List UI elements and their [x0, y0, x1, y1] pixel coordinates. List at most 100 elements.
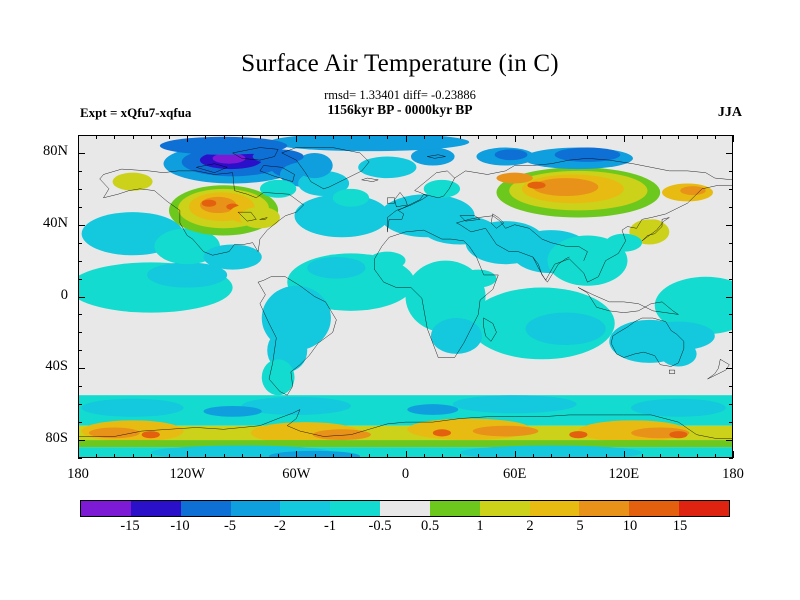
- colorbar-band[interactable]: [479, 501, 530, 516]
- y-tick-label: 40S: [45, 358, 68, 375]
- tick-mark: [78, 260, 82, 262]
- colorbar-band[interactable]: [130, 501, 181, 516]
- tick-mark: [223, 135, 225, 139]
- tick-mark: [78, 368, 85, 370]
- tick-mark: [259, 135, 261, 139]
- y-tick-label: 80S: [45, 430, 68, 447]
- experiment-label: Expt = xQfu7-xqfua: [80, 105, 192, 120]
- colorbar-tick-label: -0.5: [368, 518, 392, 534]
- tick-mark: [168, 135, 170, 139]
- tick-mark: [514, 451, 516, 458]
- tick-mark: [96, 454, 98, 458]
- tick-mark: [423, 135, 425, 139]
- colorbar-band[interactable]: [579, 501, 630, 516]
- colorbar-band[interactable]: [180, 501, 231, 516]
- tick-mark: [78, 224, 85, 226]
- period-subtitle: 1156kyr BP - 0000kyr BP: [327, 102, 473, 117]
- tick-mark: [387, 454, 389, 458]
- tick-mark: [587, 454, 589, 458]
- tick-mark: [332, 454, 334, 458]
- colorbar-tick-label: 0.5: [420, 518, 440, 534]
- tick-mark: [496, 135, 498, 139]
- tick-mark: [478, 135, 480, 139]
- x-tick-label: 60W: [282, 466, 311, 482]
- colorbar-band[interactable]: [429, 501, 480, 516]
- tick-mark: [369, 454, 371, 458]
- tick-mark: [241, 135, 243, 139]
- x-tick-label: 60E: [502, 466, 527, 482]
- colorbar-tick-label: 5: [576, 518, 584, 534]
- tick-mark: [168, 454, 170, 458]
- tick-mark: [729, 386, 733, 388]
- tick-mark: [733, 135, 734, 142]
- tick-mark: [460, 454, 462, 458]
- tick-mark: [514, 135, 516, 142]
- tick-mark: [623, 451, 625, 458]
- tick-mark: [314, 135, 316, 139]
- tick-mark: [350, 135, 352, 139]
- tick-mark: [423, 454, 425, 458]
- tick-mark: [729, 332, 733, 334]
- y-tick-label: 80N: [43, 142, 68, 159]
- tick-mark: [114, 454, 116, 458]
- tick-mark: [78, 451, 79, 458]
- tick-mark: [78, 296, 85, 298]
- colorbar-band[interactable]: [629, 501, 680, 516]
- tick-mark: [241, 454, 243, 458]
- tick-mark: [729, 170, 733, 172]
- tick-mark: [660, 135, 662, 139]
- tick-mark: [551, 135, 553, 139]
- tick-mark: [350, 454, 352, 458]
- tick-mark: [726, 224, 733, 226]
- colorbar-band[interactable]: [679, 501, 729, 516]
- colorbar-band[interactable]: [529, 501, 580, 516]
- tick-mark: [532, 135, 534, 139]
- tick-mark: [729, 188, 733, 190]
- tick-mark: [729, 278, 733, 280]
- colorbar-tick-label: 2: [526, 518, 534, 534]
- tick-mark: [205, 135, 207, 139]
- colorbar-band[interactable]: [380, 501, 430, 516]
- tick-mark: [78, 386, 82, 388]
- tick-mark: [132, 135, 134, 139]
- tick-mark: [623, 135, 625, 142]
- tick-mark: [78, 314, 82, 316]
- tick-mark: [78, 458, 82, 459]
- tick-mark: [729, 404, 733, 406]
- x-tick-label: 0: [401, 466, 410, 482]
- colorbar-band[interactable]: [81, 501, 131, 516]
- colorbar-band[interactable]: [330, 501, 381, 516]
- y-tick-label: 40N: [43, 214, 68, 231]
- tick-mark: [605, 454, 607, 458]
- colorbar-band[interactable]: [280, 501, 331, 516]
- colorbar-labels: -15 -10 -5 -2 -1 -0.5 0.5 1 2 5 10 15: [80, 518, 730, 538]
- tick-mark: [569, 135, 571, 139]
- tick-mark: [114, 135, 116, 139]
- tick-mark: [332, 135, 334, 139]
- tick-mark: [78, 170, 82, 172]
- map-plot-area: [78, 135, 733, 458]
- y-tick-label: 0: [60, 286, 68, 303]
- colorbar-tick-label: -10: [170, 518, 190, 534]
- tick-mark: [78, 440, 85, 442]
- tick-mark: [587, 135, 589, 139]
- page-title: Surface Air Temperature (in C): [241, 50, 559, 77]
- tick-mark: [642, 135, 644, 139]
- tick-mark: [314, 454, 316, 458]
- season-label: JJA: [717, 105, 742, 120]
- tick-mark: [726, 152, 733, 154]
- tick-mark: [441, 135, 443, 139]
- tick-mark: [642, 454, 644, 458]
- colorbar[interactable]: [80, 500, 730, 517]
- tick-mark: [78, 135, 82, 136]
- x-tick-label: 120E: [608, 466, 640, 482]
- colorbar-band[interactable]: [230, 501, 281, 516]
- tick-mark: [532, 454, 534, 458]
- tick-mark: [551, 454, 553, 458]
- tick-mark: [714, 135, 716, 139]
- tick-mark: [696, 454, 698, 458]
- tick-mark: [569, 454, 571, 458]
- tick-mark: [405, 451, 407, 458]
- tick-mark: [729, 260, 733, 262]
- tick-mark: [460, 135, 462, 139]
